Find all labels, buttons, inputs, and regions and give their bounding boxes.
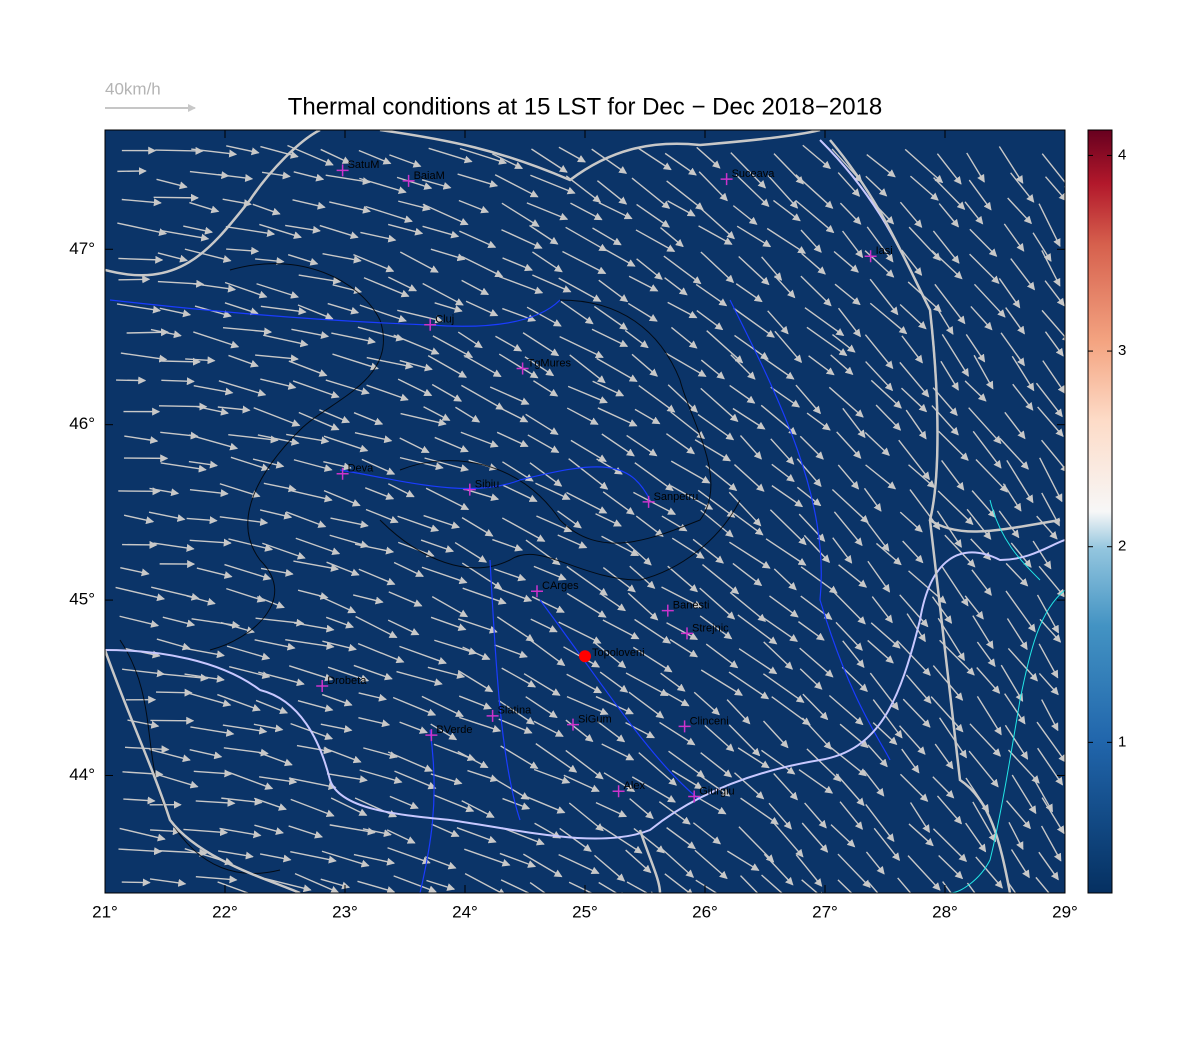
colorbar-tick-label: 3 [1118, 342, 1126, 359]
station-marker [579, 650, 591, 662]
city-label: Iasi [876, 245, 893, 257]
x-tick-label: 25° [572, 902, 598, 921]
x-tick-label: 29° [1052, 902, 1078, 921]
y-tick-label: 46° [69, 414, 95, 433]
y-tick-label: 47° [69, 239, 95, 258]
x-tick-label: 28° [932, 902, 958, 921]
city-label: Alex [624, 780, 646, 792]
wind-arrow [162, 361, 200, 362]
y-tick-label: 44° [69, 765, 95, 784]
colorbar-tick-label: 2 [1118, 538, 1126, 555]
colorbar-tick-label: 4 [1118, 146, 1126, 163]
y-tick-label: 45° [69, 590, 95, 609]
wind-arrow [156, 692, 192, 693]
city-label: Banesti [673, 600, 710, 612]
city-label: Clinceni [690, 715, 729, 727]
wind-arrow [154, 197, 198, 198]
city-label: Giurgiu [699, 785, 734, 797]
city-label: Drobeta [327, 675, 367, 687]
wind-arrow [118, 279, 149, 280]
station-label: Topoloveni [592, 647, 645, 659]
colorbar [1088, 130, 1112, 893]
city-label: CArges [542, 580, 579, 592]
city-label: SatuM [348, 159, 380, 171]
city-label: Strejnic [692, 622, 729, 634]
city-label: BVerde [436, 724, 472, 736]
city-label: SiGum [578, 714, 612, 726]
x-tick-label: 24° [452, 902, 478, 921]
city-label: Cluj [435, 314, 454, 326]
x-tick-label: 27° [812, 902, 838, 921]
x-tick-label: 22° [212, 902, 238, 921]
city-label: BaiaM [414, 170, 445, 182]
city-label: TgMures [528, 357, 572, 369]
city-label: Suceava [732, 168, 776, 180]
city-label: Deva [348, 463, 375, 475]
map-title: Thermal conditions at 15 LST for Dec − D… [288, 93, 883, 120]
x-tick-label: 26° [692, 902, 718, 921]
city-label: Sibiu [475, 478, 499, 490]
city-label: Slatina [498, 705, 533, 717]
x-tick-label: 23° [332, 902, 358, 921]
x-tick-label: 21° [92, 902, 118, 921]
city-label: Sanpetru [654, 491, 699, 503]
scale-label: 40km/h [105, 79, 161, 98]
colorbar-tick-label: 1 [1118, 733, 1126, 750]
